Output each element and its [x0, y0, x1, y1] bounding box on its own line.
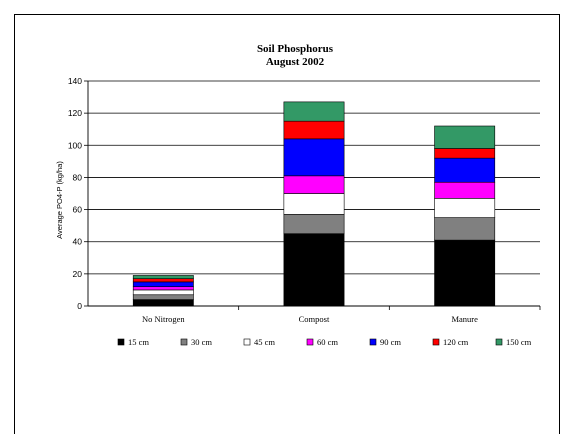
category-label: No Nitrogen — [142, 314, 185, 324]
bar-segment-90-cm — [132, 281, 194, 288]
category-label: Compost — [299, 314, 330, 324]
bar-segment-15-cm — [434, 239, 496, 307]
legend-label: 90 cm — [380, 337, 401, 347]
y-axis-label: Average PO4-P (kg/ha) — [55, 161, 64, 239]
bar-segment-45-cm — [132, 289, 194, 296]
category-label: Manure — [451, 314, 478, 324]
legend-label: 150 cm — [506, 337, 532, 347]
bar-segment-60-cm — [283, 175, 345, 194]
y-tick-label: 120 — [68, 108, 82, 118]
bar-segment-30-cm — [283, 214, 345, 234]
y-tick-label: 140 — [68, 76, 82, 86]
bar-segment-150-cm — [434, 125, 496, 149]
bars — [132, 101, 496, 307]
bar-segment-45-cm — [434, 198, 496, 218]
bar-segment-120-cm — [132, 278, 194, 283]
legend-swatch — [432, 338, 440, 346]
bar-segment-60-cm — [434, 181, 496, 199]
category-labels: No Nitrogen Compost Manure — [142, 314, 478, 324]
axes — [87, 81, 541, 310]
legend-swatch — [117, 338, 125, 346]
legend-swatch — [369, 338, 377, 346]
bar-segment-90-cm — [434, 157, 496, 183]
bar-segment-120-cm — [434, 148, 496, 159]
chart-subtitle: August 2002 — [266, 56, 325, 68]
bar-segment-45-cm — [283, 193, 345, 215]
bar-segment-150-cm — [283, 101, 345, 122]
y-tick-label: 40 — [73, 237, 83, 247]
bar-segment-30-cm — [132, 294, 194, 300]
bar-segment-30-cm — [434, 217, 496, 241]
y-tick-label: 60 — [73, 205, 83, 215]
y-tick-label: 0 — [77, 301, 82, 311]
bar-segment-15-cm — [132, 299, 194, 307]
legend-swatch — [180, 338, 188, 346]
legend-swatch — [306, 338, 314, 346]
chart-title: Soil Phosphorus — [257, 43, 334, 55]
y-tick-label: 80 — [73, 172, 83, 182]
bar-segment-15-cm — [283, 233, 345, 307]
bar-segment-120-cm — [283, 120, 345, 140]
legend: 15 cm 30 cm 45 cm 60 cm 90 cm 120 cm 150 cm — [117, 337, 532, 347]
legend-label: 30 cm — [191, 337, 212, 347]
legend-label: 120 cm — [443, 337, 469, 347]
bar-segment-90-cm — [283, 138, 345, 177]
legend-label: 60 cm — [317, 337, 338, 347]
legend-label: 45 cm — [254, 337, 275, 347]
y-tick-labels: 0 20 40 60 80 100 120 140 — [68, 76, 82, 311]
legend-label: 15 cm — [128, 337, 149, 347]
y-tick-label: 100 — [68, 140, 82, 150]
bar-segment-60-cm — [132, 286, 194, 291]
y-tick-label: 20 — [73, 269, 83, 279]
legend-swatch — [243, 338, 251, 346]
bar-segment-150-cm — [132, 275, 194, 279]
legend-swatch — [495, 338, 503, 346]
stacked-bar-chart: Soil Phosphorus August 2002 Average PO4-… — [55, 43, 541, 347]
